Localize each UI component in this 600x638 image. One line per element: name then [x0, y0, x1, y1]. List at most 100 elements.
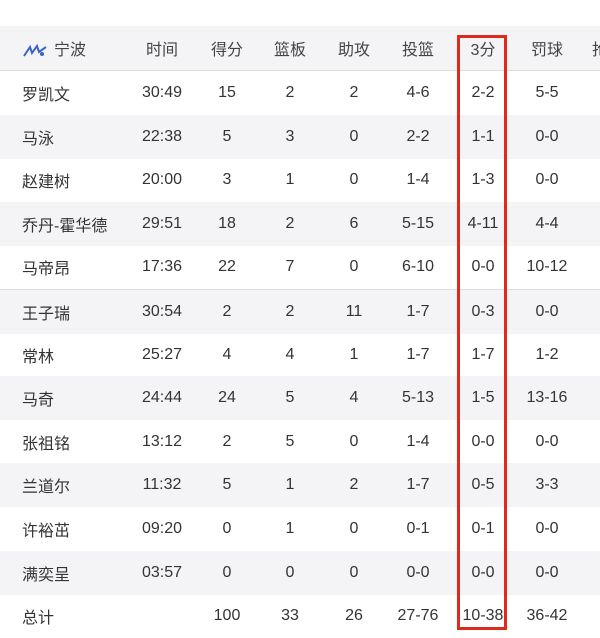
- total-row: 总计 100 33 26 27-76 10-38 36-42: [0, 594, 600, 638]
- stat-cell: 6-10: [401, 258, 435, 276]
- stat-cell: 5: [285, 432, 295, 450]
- stat-cell: 1: [285, 520, 295, 537]
- stat-cell: 2: [285, 303, 295, 320]
- player-row[interactable]: 张祖铭 13:12 2 5 0 1-4 0-0 0-0: [0, 420, 600, 464]
- stat-cell: 1-7: [471, 345, 495, 363]
- stat-cell: 0: [349, 127, 359, 145]
- column-header[interactable]: 3分: [470, 42, 496, 59]
- stat-cell: 5-5: [535, 84, 559, 101]
- stat-cell: 29:51: [141, 214, 183, 232]
- stat-cell: 10-12: [526, 258, 568, 276]
- team-name[interactable]: 宁波: [22, 36, 86, 60]
- player-name: 马泳: [22, 130, 55, 148]
- player-row[interactable]: 许裕茁 09:20 0 1 0 0-1 0-1 0-0: [0, 507, 600, 551]
- column-header[interactable]: 时间: [145, 42, 178, 59]
- column-header[interactable]: 投篮: [401, 42, 434, 59]
- header-row: 宁波 时间 得分 篮板 助攻 投篮 3分 罚球 抢: [0, 26, 600, 71]
- player-name: 常林: [22, 348, 55, 366]
- stat-cell: 25:27: [141, 345, 183, 363]
- player-name: 马帝昂: [22, 261, 71, 279]
- column-header[interactable]: 罚球: [530, 42, 563, 59]
- stat-cell: 4: [285, 345, 295, 363]
- stat-cell: 7: [285, 258, 295, 276]
- stat-cell: 2: [222, 303, 232, 320]
- stat-cell: 17:36: [141, 258, 183, 276]
- stat-cell: 11: [345, 303, 363, 320]
- stat-cell: 0-0: [406, 563, 430, 581]
- stat-cell: 4: [222, 345, 232, 363]
- stat-cell: 13:12: [141, 432, 183, 450]
- player-row[interactable]: 罗凯文 30:49 15 2 2 4-6 2-2 5-5: [0, 71, 600, 115]
- stat-cell: 1-2: [535, 345, 559, 363]
- stat-cell: 0: [222, 520, 232, 537]
- stat-cell: 0-0: [535, 520, 559, 537]
- player-row[interactable]: 赵建树 20:00 3 1 0 1-4 1-3 0-0: [0, 158, 600, 202]
- player-row[interactable]: 马帝昂 17:36 22 7 0 6-10 0-0 10-12: [0, 245, 600, 289]
- stat-cell: 0-0: [535, 563, 559, 581]
- player-name: 许裕茁: [22, 523, 71, 540]
- stat-cell: 4-11: [467, 214, 499, 232]
- stat-cell: 03:57: [141, 563, 183, 581]
- stat-cell: 30:54: [141, 303, 183, 320]
- player-row[interactable]: 常林 25:27 4 4 1 1-7 1-7 1-2: [0, 333, 600, 377]
- column-header[interactable]: 助攻: [337, 42, 370, 59]
- stat-cell: 0-3: [471, 303, 495, 320]
- stat-cell: 24:44: [141, 389, 183, 407]
- column-header[interactable]: 抢: [591, 42, 600, 59]
- column-header[interactable]: 得分: [210, 42, 243, 59]
- stat-cell: 1: [285, 476, 295, 494]
- stat-cell: 30:49: [141, 84, 183, 101]
- stat-cell: 09:20: [141, 520, 183, 537]
- column-header[interactable]: 篮板: [273, 42, 306, 59]
- total-cell: 33: [281, 607, 299, 625]
- player-row[interactable]: 王子瑞 30:54 2 2 11 1-7 0-3 0-0: [0, 289, 600, 334]
- stat-cell: 0-0: [535, 171, 559, 189]
- stat-cell: 0-5: [471, 476, 495, 494]
- player-name: 满奕呈: [22, 566, 71, 584]
- player-row[interactable]: 乔丹-霍华德 29:51 18 2 6 5-15 4-11 4-4: [0, 201, 600, 246]
- stat-cell: 0-1: [406, 520, 430, 537]
- player-row[interactable]: 马奇 24:44 24 5 4 5-13 1-5 13-16: [0, 376, 600, 421]
- total-cell: 10-38: [462, 607, 504, 625]
- stat-cell: 13-16: [526, 389, 568, 407]
- stat-cell: 11:32: [142, 476, 182, 494]
- total-cell: 27-76: [397, 607, 439, 625]
- player-name: 马奇: [22, 392, 55, 410]
- stat-cell: 0: [349, 258, 359, 276]
- player-row[interactable]: 兰道尔 11:32 5 1 2 1-7 0-5 3-3: [0, 463, 600, 508]
- stat-cell: 0: [349, 171, 359, 189]
- player-name: 罗凯文: [22, 87, 71, 104]
- player-name: 乔丹-霍华德: [22, 217, 108, 235]
- stat-cell: 0-0: [535, 432, 559, 450]
- stat-cell: 5-15: [401, 214, 435, 232]
- stat-cell: 0: [349, 563, 359, 581]
- stat-cell: 1: [349, 345, 359, 363]
- stat-cell: 1-1: [471, 127, 495, 145]
- stat-cell: 3: [222, 171, 232, 189]
- team-logo-icon: [23, 43, 47, 57]
- stat-cell: 2-2: [406, 127, 430, 145]
- stat-cell: 1-7: [406, 303, 430, 320]
- stat-cell: 2-2: [471, 84, 495, 101]
- stat-cell: 0: [349, 432, 359, 450]
- stat-cell: 1-4: [406, 171, 430, 189]
- stat-cell: 1: [285, 171, 295, 189]
- stat-cell: 4: [349, 389, 359, 407]
- stat-cell: 20:00: [141, 171, 183, 189]
- stat-cell: 2: [222, 432, 232, 450]
- player-name: 兰道尔: [22, 479, 71, 497]
- player-name: 张祖铭: [22, 435, 71, 453]
- stat-cell: 1-7: [406, 345, 430, 363]
- stat-cell: 2: [285, 214, 295, 232]
- player-row[interactable]: 马泳 22:38 5 3 0 2-2 1-1 0-0: [0, 114, 600, 159]
- player-row[interactable]: 满奕呈 03:57 0 0 0 0-0 0-0 0-0: [0, 550, 600, 595]
- stat-cell: 0-1: [471, 520, 495, 537]
- stat-cell: 0-0: [535, 303, 559, 320]
- stat-cell: 0-0: [535, 127, 559, 145]
- stat-cell: 3: [285, 127, 295, 145]
- stat-cell: 5: [285, 389, 295, 407]
- stat-cell: 0: [349, 520, 359, 537]
- stat-cell: 18: [218, 214, 236, 232]
- stat-cell: 0-0: [471, 432, 495, 450]
- player-name: 赵建树: [22, 174, 71, 192]
